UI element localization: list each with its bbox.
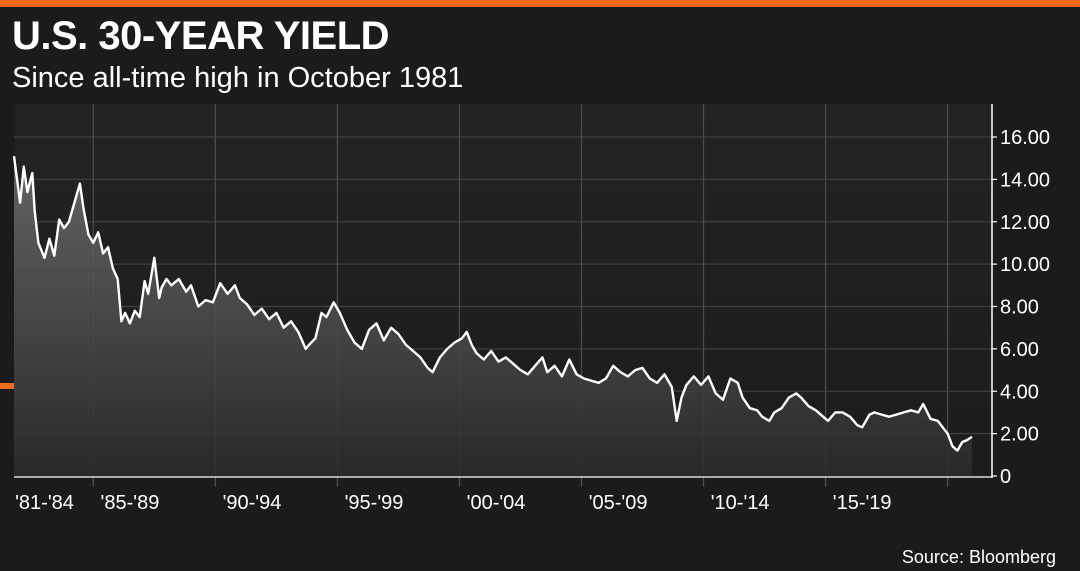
y-tick-label: 12.00 bbox=[1000, 212, 1050, 234]
y-tick-label: 10.00 bbox=[1000, 254, 1050, 276]
x-tick-label: '10-'14 bbox=[711, 492, 770, 514]
x-tick-label: '15-'19 bbox=[833, 492, 892, 514]
yield-area bbox=[14, 156, 972, 476]
x-tick-label: '05-'09 bbox=[589, 492, 648, 514]
accent-bar-top bbox=[0, 0, 1080, 7]
y-tick-label: 16.00 bbox=[1000, 127, 1050, 149]
x-tick-label: '90-'94 bbox=[223, 492, 282, 514]
chart-subtitle: Since all-time high in October 1981 bbox=[12, 62, 464, 94]
y-axis-ticks: 0 2.00 4.00 6.00 8.00 10.00 12.00 14.00 16.00 bbox=[992, 127, 1050, 488]
x-tick-label: '81-'84 bbox=[15, 492, 74, 514]
accent-bar-side bbox=[0, 383, 18, 389]
yield-line bbox=[12, 155, 973, 452]
y-tick-label: 0 bbox=[1000, 466, 1011, 488]
x-tick-label: '00-'04 bbox=[467, 492, 526, 514]
x-tick-label: '95-'99 bbox=[345, 492, 404, 514]
y-tick-label: 8.00 bbox=[1000, 297, 1039, 319]
y-tick-label: 4.00 bbox=[1000, 381, 1039, 403]
x-tick-label: '85-'89 bbox=[101, 492, 160, 514]
y-tick-label: 2.00 bbox=[1000, 424, 1039, 446]
chart-title: U.S. 30-YEAR YIELD bbox=[12, 14, 390, 58]
y-tick-label: 14.00 bbox=[1000, 169, 1050, 191]
source-note: Source: Bloomberg bbox=[901, 547, 1056, 567]
y-tick-label: 6.00 bbox=[1000, 339, 1039, 361]
x-axis-ticks: '81-'84 '85-'89 '90-'94 '95-'99 '00-'04 '05-'… bbox=[15, 492, 891, 514]
